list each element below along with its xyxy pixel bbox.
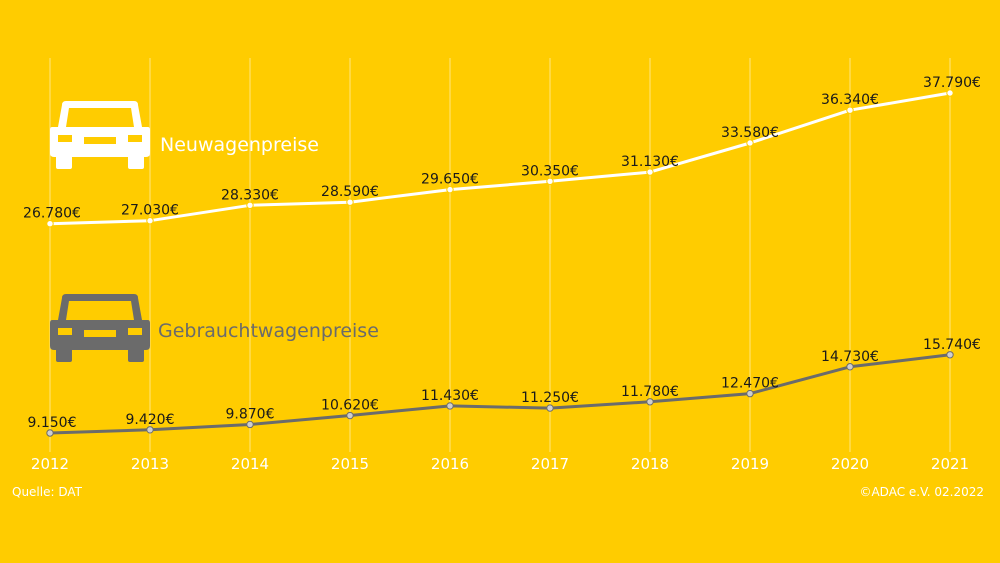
- data-point: [346, 198, 354, 206]
- data-point: [146, 217, 154, 225]
- data-label: 11.430€: [421, 388, 479, 404]
- data-point: [446, 402, 454, 410]
- data-point: [946, 351, 954, 359]
- copyright-note: ©ADAC e.V. 02.2022: [859, 485, 984, 499]
- data-label: 12.470€: [721, 376, 779, 392]
- x-tick-label: 2019: [731, 455, 769, 473]
- x-tick-label: 2016: [431, 455, 469, 473]
- series-layer: 26.780€ 27.030€ 28.330€ 28.590€ 29.650€ 30.35…: [23, 75, 981, 437]
- data-label: 37.790€: [923, 75, 981, 91]
- data-point: [46, 220, 54, 228]
- data-label: 27.030€: [121, 203, 179, 219]
- data-label: 9.150€: [28, 415, 77, 431]
- grid-lines: [49, 58, 951, 452]
- data-label: 15.740€: [923, 337, 981, 353]
- data-point: [446, 185, 454, 194]
- data-point: [746, 139, 754, 147]
- data-label: 31.130€: [621, 154, 679, 170]
- legend-label-neuwagen: Neuwagenpreise: [160, 134, 319, 156]
- data-label: 14.730€: [821, 349, 879, 365]
- data-label: 26.780€: [23, 206, 81, 222]
- data-point: [546, 404, 554, 412]
- data-point: [546, 177, 554, 186]
- car-front-icon: [50, 101, 150, 169]
- x-tick-label: 2014: [231, 455, 269, 473]
- x-tick-label: 2020: [831, 455, 869, 473]
- data-point: [246, 201, 254, 210]
- data-label: 28.590€: [321, 184, 379, 200]
- series-line: [49, 91, 951, 226]
- legend-icons: [50, 101, 150, 362]
- legend-label-gebrauchtwagen: Gebrauchtwagenpreise: [158, 320, 379, 342]
- data-point: [246, 420, 254, 429]
- data-point: [846, 363, 854, 371]
- data-label: 36.340€: [821, 92, 879, 108]
- data-label: 28.330€: [221, 187, 279, 203]
- x-tick-label: 2015: [331, 455, 369, 473]
- x-tick-label: 2013: [131, 455, 169, 473]
- data-label: 30.350€: [521, 163, 579, 179]
- x-tick-label: 2017: [531, 455, 569, 473]
- data-point: [846, 106, 854, 114]
- data-point: [946, 89, 954, 97]
- data-point: [146, 426, 154, 434]
- x-tick-label: 2021: [931, 455, 969, 473]
- x-tick-label: 2018: [631, 455, 669, 473]
- data-point: [346, 411, 354, 420]
- data-point: [646, 168, 654, 176]
- data-point: [746, 389, 754, 398]
- car-front-icon: [50, 294, 150, 362]
- series-line: [49, 353, 951, 435]
- data-label: 11.780€: [621, 384, 679, 400]
- data-label: 9.870€: [226, 406, 275, 422]
- data-point: [46, 429, 54, 437]
- source-note: Quelle: DAT: [12, 485, 83, 499]
- data-label: 29.650€: [421, 172, 479, 188]
- data-label: 11.250€: [521, 390, 579, 406]
- data-label: 10.620€: [321, 398, 379, 414]
- data-label: 33.580€: [721, 125, 779, 141]
- data-label: 9.420€: [126, 412, 175, 428]
- x-axis-ticks: 2012 2013 2014 2015 2016 2017 2018 2019 2020 2021: [31, 455, 969, 473]
- data-point: [646, 398, 654, 406]
- x-tick-label: 2012: [31, 455, 69, 473]
